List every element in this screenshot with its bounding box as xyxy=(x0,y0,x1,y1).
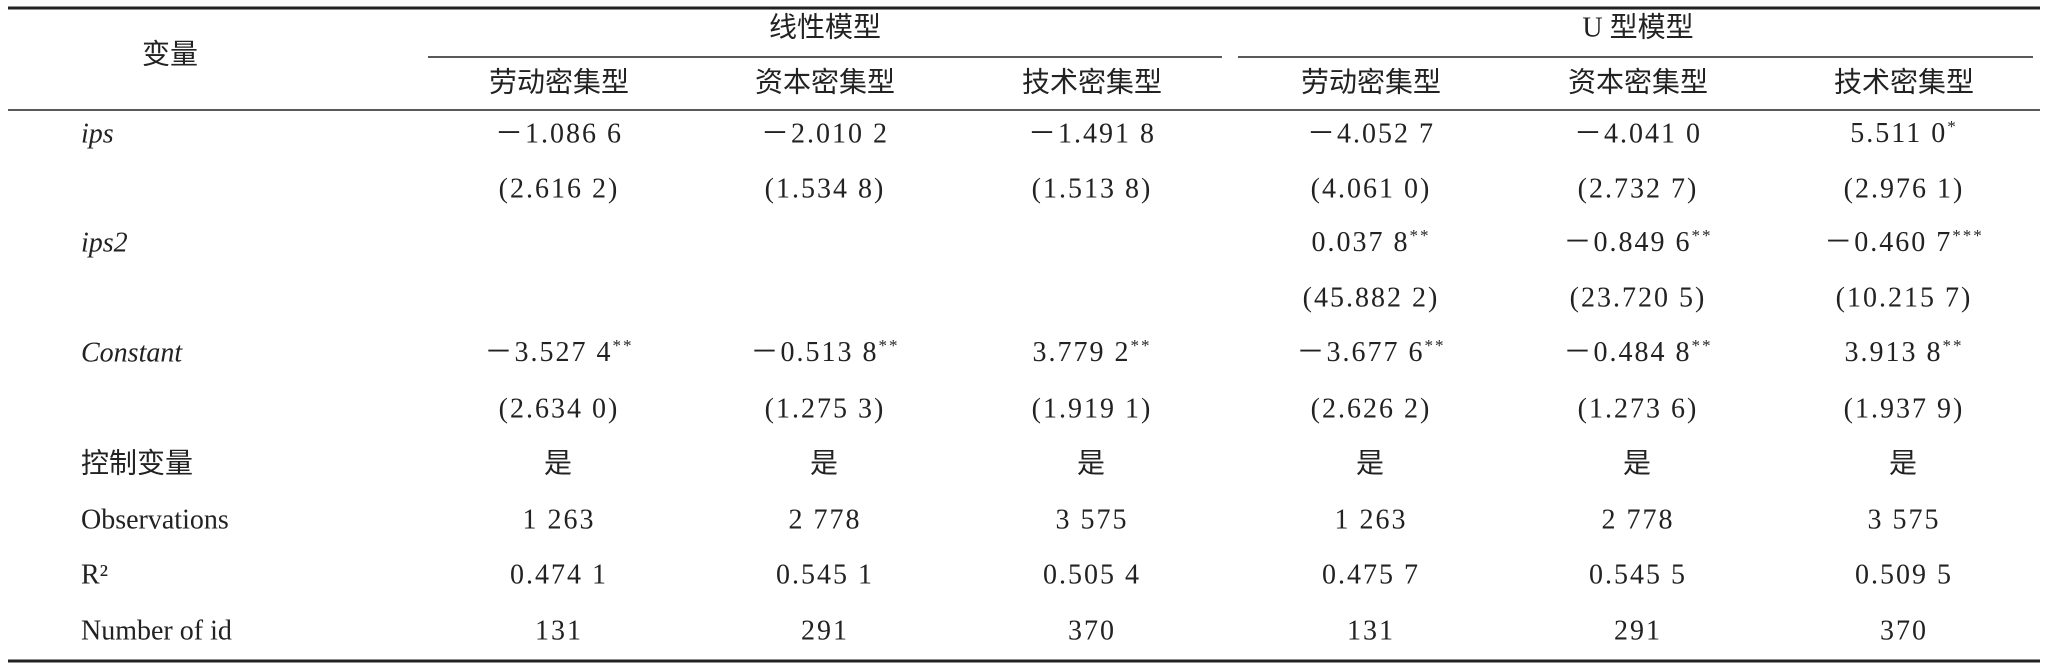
cell: 131 xyxy=(1347,615,1395,646)
row-label: Number of id xyxy=(81,615,232,646)
cell: (1.937 9) xyxy=(1844,393,1965,424)
cell: 是 xyxy=(1077,448,1107,479)
cell: －0.460 7*** xyxy=(1824,226,1984,259)
cell: －3.527 4** xyxy=(484,336,633,369)
cell-value: －0.513 8 xyxy=(750,337,878,368)
row-label: Constant xyxy=(81,337,183,368)
significance: ** xyxy=(613,336,634,355)
cell: 是 xyxy=(544,448,574,479)
cell: (45.882 2) xyxy=(1303,282,1440,313)
cell: 是 xyxy=(810,448,840,479)
cell: 0.505 4 xyxy=(1043,559,1141,590)
cell: (1.919 1) xyxy=(1032,393,1153,424)
cell: (2.732 7) xyxy=(1578,173,1699,204)
cell: －1.491 8 xyxy=(1028,118,1156,149)
column-header: 技术密集型 xyxy=(1022,66,1162,98)
cell-value: －3.677 6 xyxy=(1296,337,1424,368)
significance: * xyxy=(1947,117,1958,136)
row-label: Observations xyxy=(81,504,229,535)
cell: －0.513 8** xyxy=(750,336,899,369)
cell: －0.484 8** xyxy=(1563,336,1712,369)
cell: －4.041 0 xyxy=(1574,118,1702,149)
cell: 291 xyxy=(801,615,849,646)
cell: 1 263 xyxy=(1335,504,1408,535)
group-header: U 型模型 xyxy=(1582,11,1693,43)
row-label: ips xyxy=(81,118,114,149)
significance: ** xyxy=(1425,336,1446,355)
cell: 2 778 xyxy=(789,504,862,535)
cell: (2.634 0) xyxy=(499,393,620,424)
cell: 是 xyxy=(1356,448,1386,479)
cell: (2.976 1) xyxy=(1844,173,1965,204)
cell-value: －0.484 8 xyxy=(1563,337,1691,368)
cell: (2.616 2) xyxy=(499,173,620,204)
cell: 291 xyxy=(1614,615,1662,646)
significance: *** xyxy=(1952,226,1984,245)
cell: 131 xyxy=(535,615,583,646)
cell: (1.275 3) xyxy=(765,393,886,424)
cell: 1 263 xyxy=(523,504,596,535)
cell: 0.545 1 xyxy=(776,559,874,590)
cell-value: －0.460 7 xyxy=(1824,227,1952,258)
significance: ** xyxy=(1410,226,1431,245)
cell: (4.061 0) xyxy=(1311,173,1432,204)
cell: 370 xyxy=(1880,615,1928,646)
column-header: 资本密集型 xyxy=(1568,66,1708,98)
stub-header: 变量 xyxy=(142,38,198,70)
cell: －2.010 2 xyxy=(761,118,889,149)
row-label: R² xyxy=(81,559,108,590)
cell: (1.513 8) xyxy=(1032,173,1153,204)
significance: ** xyxy=(1692,336,1713,355)
cell: 370 xyxy=(1068,615,1116,646)
column-header: 资本密集型 xyxy=(755,66,895,98)
cell: 0.545 5 xyxy=(1589,559,1687,590)
cell-value: 0.037 8 xyxy=(1312,227,1410,258)
cell-value: －3.527 4 xyxy=(484,337,612,368)
cell: 2 778 xyxy=(1602,504,1675,535)
cell: 是 xyxy=(1889,448,1919,479)
cell: 5.511 0* xyxy=(1850,117,1957,150)
cell: －0.849 6** xyxy=(1563,226,1712,259)
cell: －4.052 7 xyxy=(1307,118,1435,149)
cell: 3.913 8** xyxy=(1845,336,1964,369)
group-header: 线性模型 xyxy=(769,11,881,43)
cell: －3.677 6** xyxy=(1296,336,1445,369)
cell-value: 5.511 0 xyxy=(1850,118,1947,149)
row-label: 控制变量 xyxy=(81,447,193,479)
cell: 3 575 xyxy=(1056,504,1129,535)
column-header: 劳动密集型 xyxy=(1301,66,1441,98)
column-header: 劳动密集型 xyxy=(489,66,629,98)
significance: ** xyxy=(879,336,900,355)
row-label: ips2 xyxy=(81,227,128,258)
significance: ** xyxy=(1943,336,1964,355)
cell: 3 575 xyxy=(1868,504,1941,535)
cell: 0.037 8** xyxy=(1312,226,1431,259)
cell: 是 xyxy=(1623,448,1653,479)
cell: (2.626 2) xyxy=(1311,393,1432,424)
cell: 0.509 5 xyxy=(1855,559,1953,590)
column-header: 技术密集型 xyxy=(1834,66,1974,98)
cell: 3.779 2** xyxy=(1033,336,1152,369)
cell: (10.215 7) xyxy=(1836,282,1973,313)
significance: ** xyxy=(1692,226,1713,245)
cell: 0.475 7 xyxy=(1322,559,1420,590)
cell-value: －0.849 6 xyxy=(1563,227,1691,258)
cell-value: 3.779 2 xyxy=(1033,337,1131,368)
cell: (23.720 5) xyxy=(1570,282,1707,313)
cell: (1.534 8) xyxy=(765,173,886,204)
cell-value: 3.913 8 xyxy=(1845,337,1943,368)
cell: －1.086 6 xyxy=(495,118,623,149)
cell: 0.474 1 xyxy=(510,559,608,590)
cell: (1.273 6) xyxy=(1578,393,1699,424)
significance: ** xyxy=(1131,336,1152,355)
